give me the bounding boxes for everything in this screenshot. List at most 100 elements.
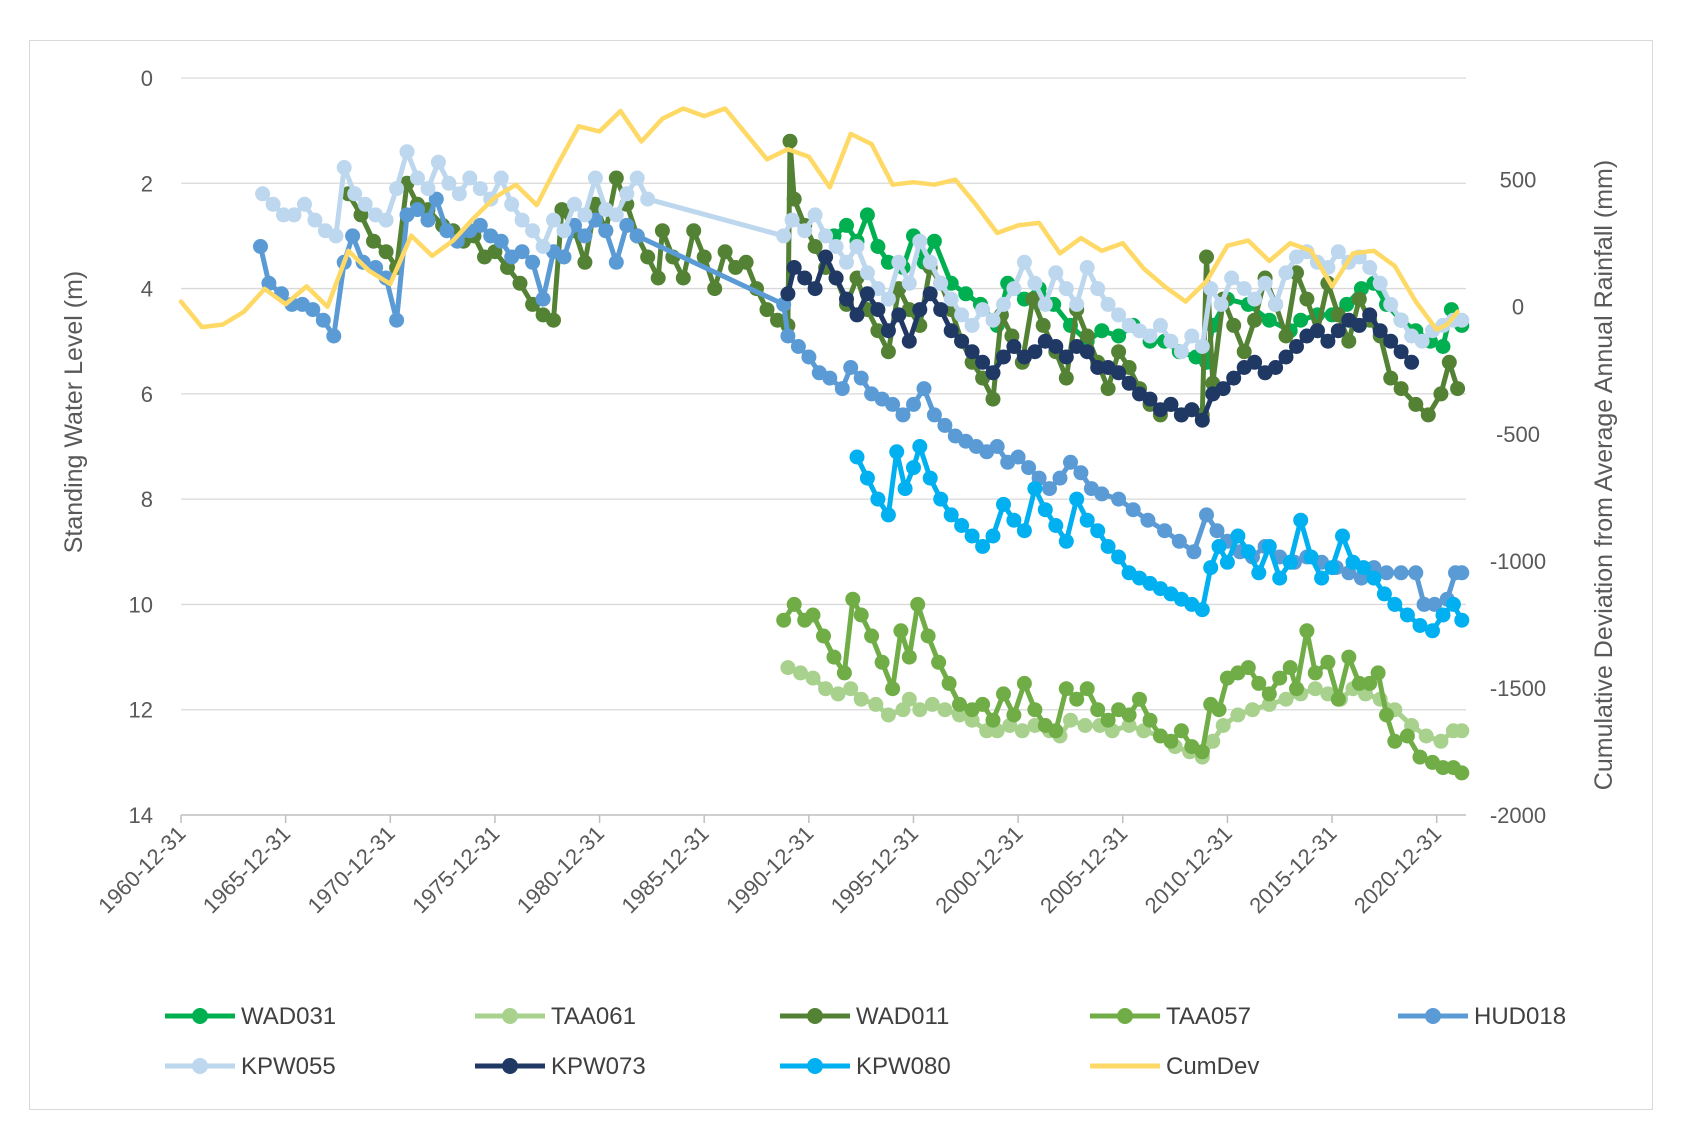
legend-item-kpw073: KPW073 <box>475 1053 646 1080</box>
data-point <box>1027 481 1043 497</box>
data-point <box>880 707 896 723</box>
data-point <box>975 539 991 554</box>
data-point <box>901 691 917 707</box>
data-point <box>1247 354 1263 370</box>
data-point <box>1433 386 1449 402</box>
data-point <box>996 349 1011 365</box>
data-point <box>1100 296 1116 312</box>
data-point <box>1079 681 1095 697</box>
data-point <box>931 654 947 670</box>
data-point <box>686 223 702 239</box>
data-point <box>958 286 974 302</box>
legend-item-taa061: TAA061 <box>475 1003 636 1030</box>
y2-tick-label: -2000 <box>1490 803 1546 828</box>
data-point <box>1351 291 1367 307</box>
data-point <box>952 707 967 723</box>
data-point <box>1079 328 1095 344</box>
series-lines <box>178 106 1470 781</box>
legend-item-cumdev: CumDev <box>1090 1053 1259 1080</box>
data-point <box>776 228 792 244</box>
data-point <box>1100 712 1116 728</box>
x-tick-label: 2020-12-31 <box>1349 821 1446 918</box>
data-point <box>880 254 896 270</box>
data-point <box>1257 275 1273 291</box>
data-point <box>1230 528 1246 544</box>
data-point <box>1213 296 1229 312</box>
data-point <box>1163 733 1179 749</box>
y-tick-label: 6 <box>141 382 153 407</box>
data-point <box>1240 544 1256 560</box>
data-point <box>880 291 896 307</box>
data-point <box>954 518 970 533</box>
data-point <box>410 202 425 218</box>
data-point <box>1393 381 1409 397</box>
data-point <box>1330 244 1346 260</box>
data-point <box>1441 354 1457 370</box>
data-point <box>797 270 813 286</box>
data-point <box>1261 696 1277 712</box>
data-point <box>859 207 875 223</box>
data-point <box>1063 454 1078 470</box>
data-point <box>801 349 817 365</box>
data-point <box>1199 507 1214 523</box>
data-point <box>1215 381 1231 397</box>
data-point <box>1226 317 1242 333</box>
data-point <box>1393 312 1409 328</box>
data-point <box>1121 718 1137 733</box>
data-point <box>782 133 798 149</box>
data-point <box>315 312 331 328</box>
data-point <box>1111 307 1127 323</box>
data-point <box>1236 344 1252 360</box>
legend-label: WAD031 <box>241 1003 336 1030</box>
legend-item-kpw055: KPW055 <box>165 1053 336 1080</box>
data-point <box>826 649 842 665</box>
y2-tick-label: -1000 <box>1490 549 1546 574</box>
data-point <box>1282 660 1298 676</box>
data-point <box>297 196 312 212</box>
data-point <box>828 239 844 254</box>
legend-label: WAD011 <box>856 1003 949 1030</box>
data-point <box>1027 718 1043 733</box>
data-point <box>619 186 635 202</box>
data-point <box>933 491 949 507</box>
data-point <box>629 170 645 186</box>
data-point <box>818 681 834 697</box>
data-point <box>1125 502 1141 518</box>
data-point <box>1379 707 1394 723</box>
data-point <box>964 317 980 333</box>
data-point <box>1090 702 1106 718</box>
data-point <box>1230 707 1246 723</box>
data-point <box>1027 275 1043 291</box>
data-point <box>389 312 405 328</box>
data-point <box>535 291 551 307</box>
legend-item-taa057: TAA057 <box>1090 1003 1251 1030</box>
data-point <box>629 228 645 244</box>
data-point <box>1035 317 1051 333</box>
data-point <box>1027 702 1043 718</box>
legend-item-wad011: WAD011 <box>780 1003 949 1030</box>
data-point <box>964 712 980 728</box>
series-kpw073 <box>780 249 1420 428</box>
legend-swatch-marker <box>1425 1008 1441 1024</box>
data-point <box>1251 675 1267 691</box>
data-point <box>880 344 896 360</box>
series-taa057 <box>776 591 1470 781</box>
data-point <box>1073 465 1089 481</box>
data-point <box>525 223 541 239</box>
data-point <box>1247 312 1263 328</box>
data-point <box>780 660 796 676</box>
data-point <box>830 686 846 702</box>
data-point <box>885 396 901 412</box>
data-point <box>954 333 970 349</box>
data-point <box>834 381 850 397</box>
data-point <box>1006 707 1022 723</box>
data-point <box>922 254 938 270</box>
data-point <box>926 407 942 423</box>
data-point <box>253 239 268 254</box>
legend-label: TAA061 <box>551 1003 636 1030</box>
data-point <box>1194 602 1210 618</box>
x-tick-label: 1980-12-31 <box>512 821 609 918</box>
data-point <box>1058 533 1074 549</box>
data-point <box>428 191 444 207</box>
